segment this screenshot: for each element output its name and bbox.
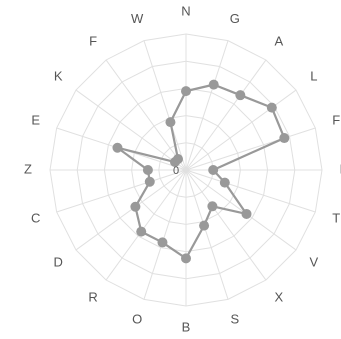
- data-point: [181, 86, 191, 97]
- data-point: [279, 133, 290, 144]
- axis-spoke: [185, 169, 297, 251]
- category-label: G: [230, 11, 240, 26]
- category-label: F: [332, 113, 340, 128]
- data-point: [199, 220, 210, 231]
- axis-spoke: [185, 89, 297, 171]
- category-label: A: [275, 34, 284, 49]
- data-point: [208, 165, 219, 175]
- category-label: S: [230, 312, 239, 327]
- category-label: R: [88, 289, 97, 304]
- category-label: F: [89, 34, 97, 49]
- category-label: W: [131, 11, 144, 26]
- category-label: D: [53, 254, 62, 269]
- category-labels: N G A L F P T V X S B O R D C Z E K F W: [24, 3, 341, 334]
- axis-spoke: [185, 59, 267, 171]
- axis-spoke: [75, 89, 187, 171]
- axis-spoke: [143, 169, 187, 300]
- data-point: [241, 208, 252, 219]
- data-point: [181, 253, 191, 264]
- category-label: L: [310, 69, 317, 84]
- axis-spoke: [143, 40, 187, 171]
- data-point: [207, 201, 218, 212]
- category-label: P: [340, 161, 341, 176]
- axis-spoke: [185, 169, 316, 213]
- axis-spoke: [56, 169, 187, 213]
- data-point: [208, 79, 219, 90]
- category-label: B: [182, 319, 191, 334]
- category-label: C: [31, 210, 40, 225]
- data-point: [235, 90, 246, 101]
- axis-spoke: [185, 127, 316, 171]
- category-label: T: [332, 210, 340, 225]
- axis-spoke: [185, 169, 267, 281]
- center-label: 0: [173, 165, 179, 177]
- axis-spoke: [185, 169, 229, 300]
- category-label: Z: [24, 161, 32, 176]
- data-point: [165, 117, 176, 128]
- axis-spoke: [185, 40, 229, 171]
- radar-axes: [50, 34, 322, 306]
- series-layer: [112, 79, 290, 264]
- data-point: [144, 176, 155, 187]
- category-label: O: [132, 312, 142, 327]
- data-point: [157, 237, 168, 248]
- axis-spoke: [105, 169, 187, 281]
- category-label: N: [181, 3, 190, 18]
- data-point: [173, 153, 184, 164]
- data-point: [219, 177, 230, 188]
- data-point: [136, 226, 147, 237]
- category-label: X: [275, 289, 284, 304]
- category-label: K: [54, 69, 63, 84]
- axis-spoke: [105, 59, 187, 171]
- category-label: E: [31, 113, 40, 128]
- data-point: [142, 165, 153, 175]
- category-label: V: [309, 254, 318, 269]
- data-point: [112, 142, 123, 153]
- axis-spoke: [75, 169, 187, 251]
- data-point: [130, 201, 141, 212]
- data-point: [266, 102, 277, 113]
